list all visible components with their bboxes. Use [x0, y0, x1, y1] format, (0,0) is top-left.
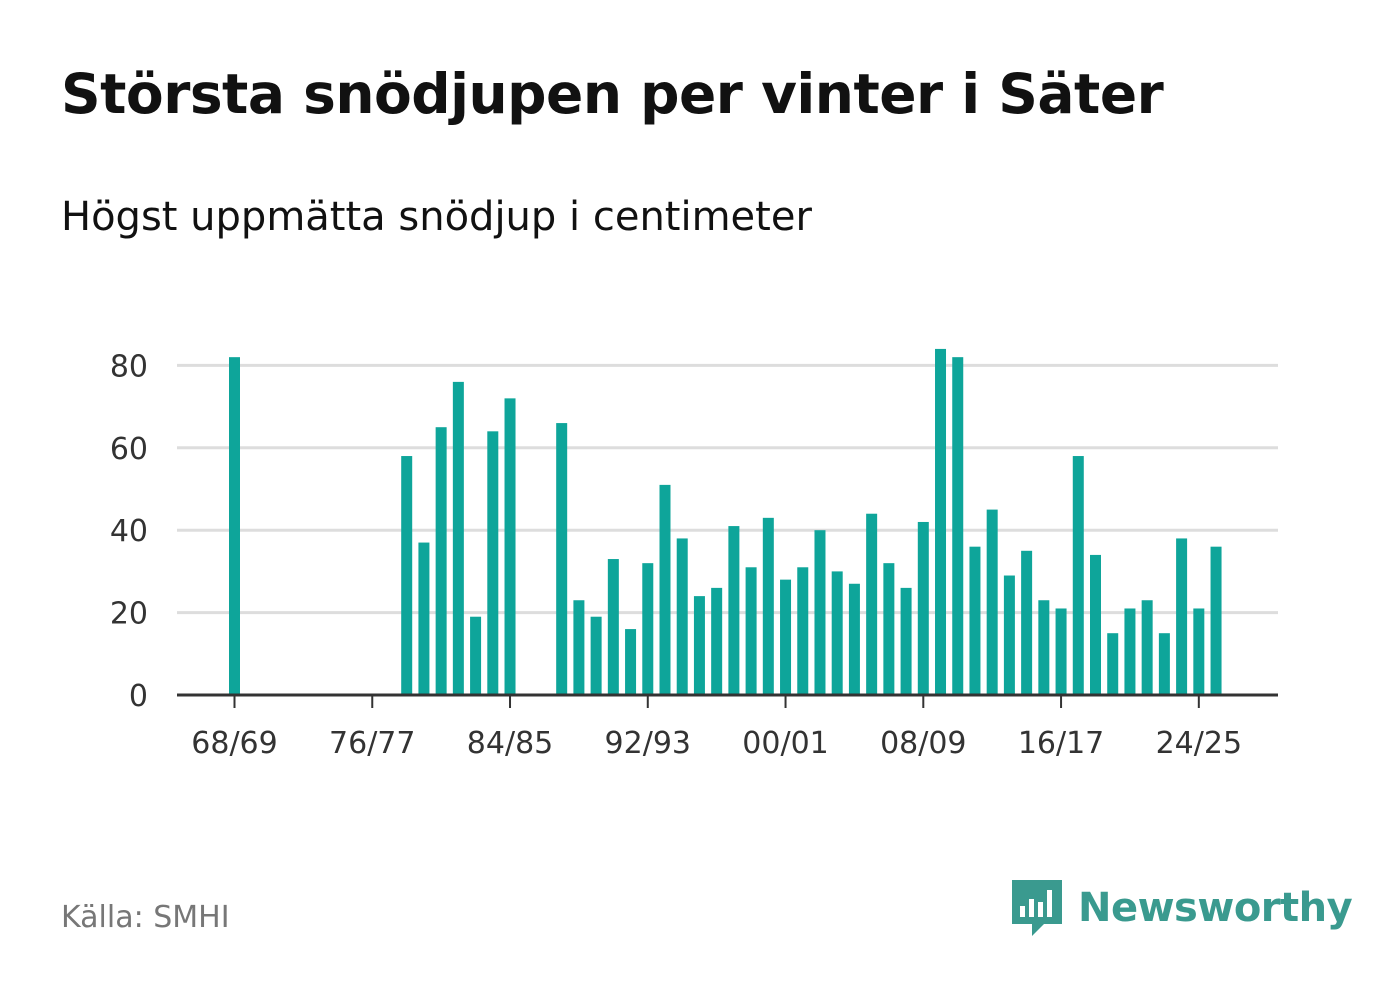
- x-tick-label-76-77: 76/77: [329, 726, 415, 761]
- bar-84-85: [504, 398, 516, 695]
- bar-06-07: [883, 563, 895, 695]
- y-tick-label-20: 20: [110, 597, 148, 632]
- bar-14-15: [1021, 550, 1033, 695]
- gridlines: [177, 363, 1278, 615]
- x-tick-label-08-09: 08/09: [880, 726, 966, 761]
- bar-01-02: [797, 567, 809, 695]
- bar-17-18: [1072, 456, 1084, 695]
- bar-09-10: [935, 348, 947, 695]
- bar-80-81: [435, 427, 447, 695]
- y-tick-label-40: 40: [110, 514, 148, 549]
- bar-02-03: [814, 530, 826, 695]
- bar-99-00: [762, 517, 774, 695]
- bar-82-83: [470, 616, 482, 695]
- y-tick-label-80: 80: [110, 349, 148, 384]
- bar-11-12: [969, 546, 981, 695]
- bar-03-04: [831, 571, 843, 695]
- x-axis-labels: 68/69 76/77 84/85 92/93 00/01 08/09 16/17 24/25: [191, 726, 1242, 761]
- bar-10-11: [952, 357, 964, 695]
- bar-93-94: [659, 484, 671, 695]
- bar-22-23: [1158, 633, 1170, 695]
- bar-88-89: [573, 600, 585, 695]
- x-axis: [177, 693, 1278, 708]
- bar-13-14: [1003, 575, 1015, 695]
- newsworthy-logo-icon: [1012, 880, 1062, 936]
- x-tick-label-24-25: 24/25: [1156, 726, 1242, 761]
- bar-19-20: [1107, 633, 1119, 695]
- bar-21-22: [1141, 600, 1153, 695]
- y-tick-label-0: 0: [129, 679, 148, 714]
- bar-96-97: [711, 587, 723, 695]
- bar-79-80: [418, 542, 430, 695]
- bar-23-24: [1176, 538, 1188, 695]
- x-tick-label-00-01: 00/01: [742, 726, 828, 761]
- chart-subtitle: Högst uppmätta snödjup i centimeter: [61, 194, 812, 240]
- bar-68-69: [229, 357, 240, 695]
- bar-25-26: [1210, 546, 1222, 695]
- bar-15-16: [1038, 600, 1050, 695]
- bar-08-09: [917, 521, 929, 695]
- bar-12-13: [986, 509, 998, 695]
- bars: [229, 348, 1222, 695]
- bar-18-19: [1090, 554, 1101, 695]
- bar-07-08: [900, 587, 912, 695]
- bar-91-92: [625, 629, 637, 695]
- brand-name: Newsworthy: [1078, 885, 1353, 931]
- bar-20-21: [1124, 608, 1136, 695]
- source-note: Källa: SMHI: [61, 900, 230, 935]
- bar-97-98: [728, 526, 740, 695]
- x-tick-label-68-69: 68/69: [191, 726, 277, 761]
- bar-98-99: [745, 567, 757, 695]
- y-axis-labels: 0 20 40 60 80: [110, 349, 148, 714]
- bar-83-84: [487, 431, 499, 695]
- bar-05-06: [866, 513, 878, 695]
- bar-00-01: [780, 579, 792, 695]
- bar-78-79: [401, 456, 413, 695]
- brand-logo: Newsworthy: [1010, 878, 1353, 938]
- bar-92-93: [642, 563, 654, 695]
- bar-87-88: [556, 423, 568, 695]
- x-tick-label-84-85: 84/85: [467, 726, 553, 761]
- x-tick-label-92-93: 92/93: [605, 726, 691, 761]
- bar-94-95: [676, 538, 688, 695]
- bar-16-17: [1055, 608, 1067, 695]
- x-tick-label-16-17: 16/17: [1018, 726, 1104, 761]
- bar-04-05: [848, 583, 860, 695]
- bar-90-91: [607, 559, 619, 695]
- bar-95-96: [693, 596, 705, 695]
- chart-title: Största snödjupen per vinter i Säter: [61, 62, 1164, 126]
- y-tick-label-60: 60: [110, 432, 148, 467]
- bar-89-90: [590, 616, 602, 695]
- bar-24-25: [1193, 608, 1205, 695]
- bar-81-82: [452, 381, 464, 695]
